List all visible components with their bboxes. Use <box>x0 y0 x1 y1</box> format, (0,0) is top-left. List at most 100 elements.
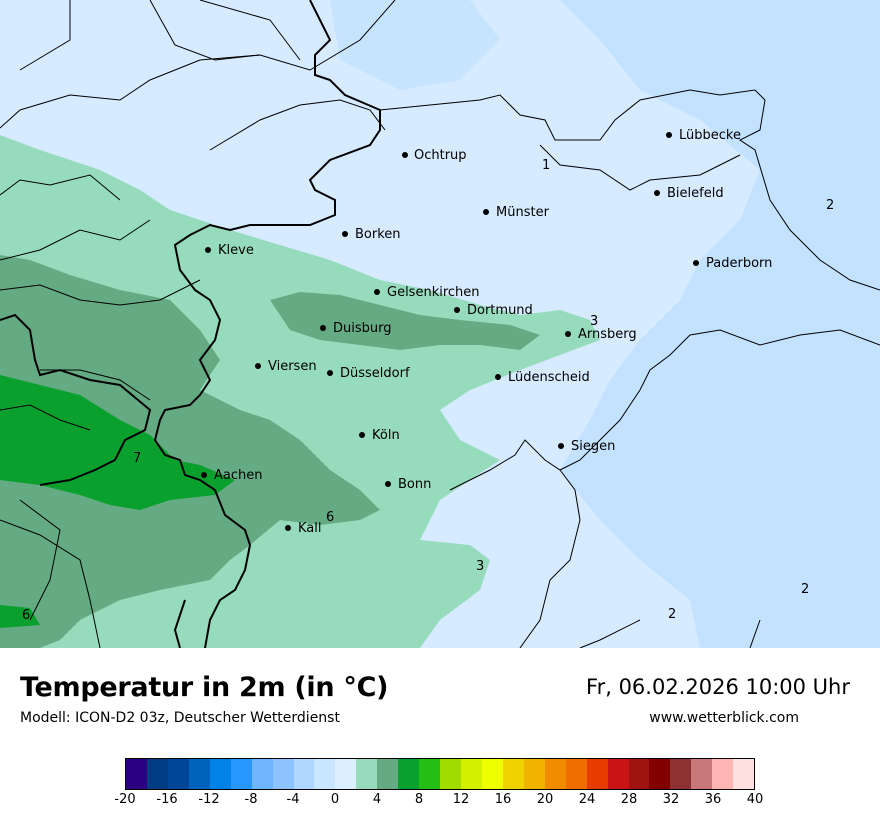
city-marker[interactable]: Kleve <box>205 243 254 258</box>
legend-tick-label: -20 <box>114 792 136 807</box>
city-marker[interactable]: Aachen <box>201 468 262 483</box>
legend-swatch <box>419 759 441 789</box>
temperature-field-warm7-small <box>0 605 40 628</box>
svg-text:Siegen: Siegen <box>571 439 615 454</box>
city-marker[interactable]: Dortmund <box>454 303 533 318</box>
city-marker[interactable]: Bonn <box>385 477 431 492</box>
svg-text:Kleve: Kleve <box>218 243 254 258</box>
legend-tick-label: 24 <box>578 792 596 807</box>
svg-text:Lübbecke: Lübbecke <box>679 128 741 143</box>
map-title: Temperatur in 2m (in °C) <box>20 672 389 703</box>
city-marker[interactable]: Köln <box>359 428 400 443</box>
city-marker[interactable]: Borken <box>342 227 401 242</box>
legend-tick-label: 36 <box>704 792 722 807</box>
legend-swatches <box>125 758 755 790</box>
legend-tick-label: -16 <box>156 792 178 807</box>
legend-swatch <box>209 759 231 789</box>
legend-tick-label: 20 <box>536 792 554 807</box>
svg-text:Viersen: Viersen <box>268 359 317 374</box>
legend-tick-label: 0 <box>330 792 340 807</box>
svg-text:Münster: Münster <box>496 205 550 220</box>
city-marker[interactable]: Münster <box>483 205 550 220</box>
legend-tick-label: -12 <box>198 792 220 807</box>
isoline-label: 3 <box>476 559 484 574</box>
svg-text:Arnsberg: Arnsberg <box>578 327 637 342</box>
legend-swatch <box>356 759 378 789</box>
city-marker[interactable]: Bielefeld <box>654 186 724 201</box>
legend-tick-label: 32 <box>662 792 680 807</box>
legend-swatch <box>314 759 336 789</box>
city-marker[interactable]: Paderborn <box>693 256 772 271</box>
svg-text:Duisburg: Duisburg <box>333 321 392 336</box>
isoline-label: 2 <box>668 607 676 622</box>
legend-swatch <box>523 759 545 789</box>
model-info: Modell: ICON-D2 03z, Deutscher Wetterdie… <box>20 710 340 726</box>
isoline-label: 6 <box>22 608 30 623</box>
svg-text:Gelsenkirchen: Gelsenkirchen <box>387 285 480 300</box>
city-marker[interactable]: Ochtrup <box>402 148 467 163</box>
temperature-field-cold <box>330 0 880 648</box>
city-marker[interactable]: Arnsberg <box>565 327 637 342</box>
website-link[interactable]: www.wetterblick.com <box>649 710 799 726</box>
svg-text:Borken: Borken <box>355 227 401 242</box>
temperature-map[interactable]: 1 2 3 3 7 6 6 2 2 Ochtrup Lübbecke Biele… <box>0 0 880 648</box>
isoline-label: 2 <box>826 198 834 213</box>
svg-text:Köln: Köln <box>372 428 400 443</box>
svg-text:Aachen: Aachen <box>214 468 262 483</box>
city-marker[interactable]: Lübbecke <box>666 128 741 143</box>
legend-swatch <box>188 759 210 789</box>
svg-text:Paderborn: Paderborn <box>706 256 772 271</box>
legend-swatch <box>230 759 252 789</box>
legend-swatch <box>649 759 671 789</box>
svg-text:Lüdenscheid: Lüdenscheid <box>508 370 590 385</box>
legend-swatch <box>126 759 147 789</box>
svg-text:Dortmund: Dortmund <box>467 303 533 318</box>
legend-swatch <box>607 759 629 789</box>
isoline-label: 3 <box>590 314 598 329</box>
legend-tick-label: 40 <box>746 792 764 807</box>
legend-swatch <box>398 759 420 789</box>
isoline-label: 7 <box>133 451 141 466</box>
svg-text:Bielefeld: Bielefeld <box>667 186 724 201</box>
legend-swatch <box>712 759 734 789</box>
legend-tick-label: 28 <box>620 792 638 807</box>
city-marker[interactable]: Düsseldorf <box>327 366 410 381</box>
map-footer: Temperatur in 2m (in °C) Modell: ICON-D2… <box>0 648 880 830</box>
legend-swatch <box>733 759 755 789</box>
temperature-field-warm5-ruhr <box>270 292 540 350</box>
legend-swatch <box>377 759 399 789</box>
legend-swatch <box>628 759 650 789</box>
legend-swatch <box>146 759 168 789</box>
isoline-label: 2 <box>801 582 809 597</box>
city-marker[interactable]: Lüdenscheid <box>495 370 590 385</box>
legend-tick-label: 16 <box>494 792 512 807</box>
legend-tick-label: 8 <box>414 792 424 807</box>
city-marker[interactable]: Kall <box>285 521 322 536</box>
legend-swatch <box>293 759 315 789</box>
map-canvas: 1 2 3 3 7 6 6 2 2 Ochtrup Lübbecke Biele… <box>0 0 880 648</box>
city-marker[interactable]: Duisburg <box>320 321 392 336</box>
legend-swatch <box>670 759 692 789</box>
legend-tick-label: -4 <box>286 792 300 807</box>
legend-swatch <box>691 759 713 789</box>
legend-swatch <box>565 759 587 789</box>
temperature-field-warm5 <box>0 255 380 648</box>
legend-swatch <box>251 759 273 789</box>
legend-tick-label: 4 <box>372 792 382 807</box>
svg-text:Bonn: Bonn <box>398 477 431 492</box>
legend-swatch <box>502 759 524 789</box>
state-borders <box>0 0 381 648</box>
legend-tick-label: -8 <box>244 792 258 807</box>
legend-swatch <box>461 759 482 789</box>
city-marker[interactable]: Siegen <box>558 439 615 454</box>
svg-text:Kall: Kall <box>298 521 322 536</box>
city-marker[interactable]: Viersen <box>255 359 317 374</box>
city-marker[interactable]: Gelsenkirchen <box>374 285 480 300</box>
legend-swatch <box>167 759 189 789</box>
isoline-label: 6 <box>326 510 334 525</box>
borders <box>0 0 880 648</box>
cities: Ochtrup Lübbecke Bielefeld Münster Borke… <box>201 128 772 536</box>
isoline-label: 1 <box>542 158 550 173</box>
legend-swatch <box>586 759 608 789</box>
color-legend: -20 -16 -12 -8 -4 0 4 8 12 16 20 24 28 32 36 40 <box>114 758 763 807</box>
